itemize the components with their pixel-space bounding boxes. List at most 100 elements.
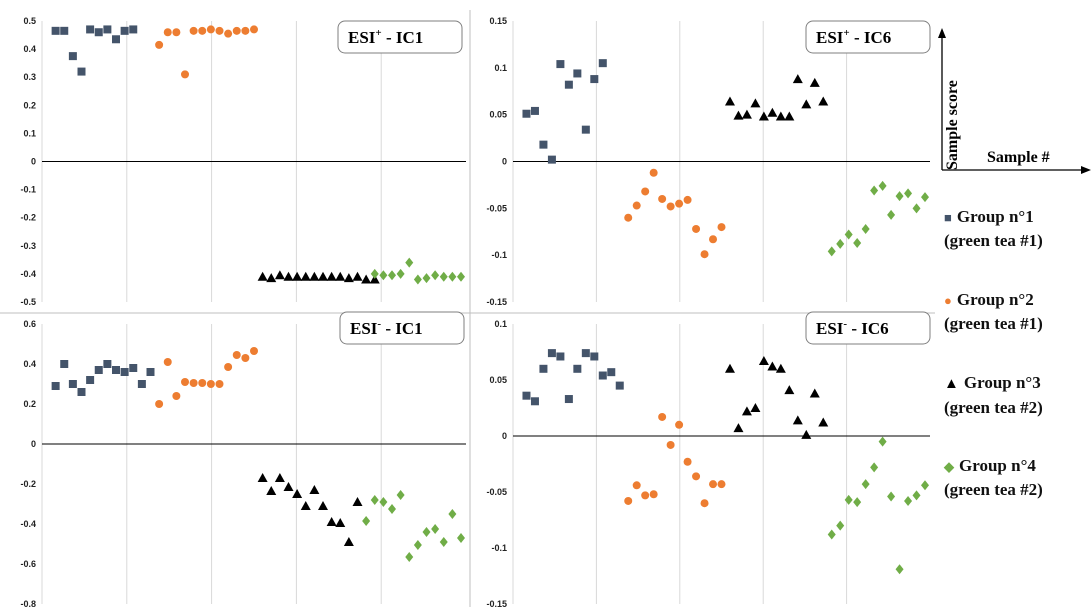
data-point-group3 [309,485,320,494]
data-point-group4 [904,495,913,506]
data-point-group1 [556,352,565,361]
y-tick-label: -0.1 [20,185,36,195]
data-point-group4 [878,436,887,447]
y-tick-label: -0.4 [20,269,36,279]
data-point-group4 [370,495,379,505]
data-point-group1 [615,381,624,390]
data-point-group4 [870,185,879,196]
data-point-group2 [649,490,658,499]
data-point-group3 [292,271,303,281]
data-point-group2 [250,347,258,355]
y-tick-label: 0.1 [494,319,507,329]
y-tick-label: -0.15 [486,297,507,307]
legend-item-group3: ▲ Group n°3 (green tea #2) [944,371,1043,419]
data-point-group4 [853,237,862,248]
data-point-group3 [724,363,735,373]
data-point-group3 [750,98,761,108]
panel-title: ESI+ - IC6 [805,20,931,54]
y-tick-label: -0.6 [20,559,36,569]
y-tick-label: -0.2 [20,479,36,489]
y-tick-label: 0.2 [23,100,36,110]
data-point-group3 [733,423,744,433]
data-point-group2 [632,201,641,210]
legend-label: Group n°1 [956,207,1034,226]
data-point-group2 [189,26,198,35]
data-point-group3 [809,77,820,87]
data-point-group2 [700,499,709,508]
data-point-group2 [666,202,675,211]
data-point-group2 [649,168,658,177]
data-point-group4 [912,490,921,501]
legend-label: Group n°3 [963,373,1041,392]
square-icon: ■ [944,210,952,225]
y-tick-label: -0.1 [491,250,507,260]
panel-title-text: ESI+ - IC1 [348,27,423,47]
y-tick-label: -0.05 [486,203,507,213]
data-point-group3 [292,489,303,498]
data-point-group3 [318,271,328,281]
data-point-group2 [232,26,241,35]
data-point-group1 [77,67,86,76]
data-point-group2 [624,213,633,222]
data-point-group2 [666,440,675,449]
data-point-group4 [413,274,422,285]
data-point-group1 [129,25,138,34]
data-point-group4 [457,271,465,282]
data-point-group2 [206,380,215,388]
data-point-group3 [775,363,786,373]
data-point-group1 [556,60,565,69]
data-point-group3 [792,415,803,425]
data-point-group3 [369,274,380,284]
axis-inset: Sample score Sample # [938,28,1091,174]
data-point-group2 [624,496,633,505]
legend-sublabel: (green tea #2) [944,398,1043,417]
data-point-group1 [522,109,531,118]
data-point-group1 [522,391,531,400]
y-tick-label: 0.05 [489,375,507,385]
y-tick-label: 0 [502,431,507,441]
data-point-group1 [547,155,556,164]
data-point-group1 [581,125,590,134]
data-point-group3 [326,271,337,281]
data-point-group3 [758,111,769,121]
y-tick-label: -0.3 [20,241,36,251]
chart-panel-2: 0.15 0.1 0.05 0 -0.05 -0.1 -0.15 ESI+ - IC6 [486,16,931,307]
data-point-group1 [530,106,539,115]
legend-item-group2: ● Group n°2 (green tea #1) [944,288,1043,335]
data-point-group3 [309,271,320,281]
data-point-group1 [137,380,146,388]
data-point-group2 [241,354,250,362]
data-point-group2 [163,28,172,37]
data-point-group2 [198,26,207,35]
legend-item-group4: ◆ Group n°4 (green tea #2) [944,454,1043,501]
title-box [805,311,931,345]
data-point-group1 [590,75,599,84]
data-point-group2 [215,26,224,35]
y-tick-label: -0.8 [20,599,36,607]
data-point-group3 [283,271,294,281]
data-point-group1 [120,26,129,35]
data-point-group4 [457,533,465,543]
data-point-group2 [224,363,233,371]
triangle-icon: ▲ [944,376,959,392]
y-tick-label: 0.1 [494,63,507,73]
y-tick-label: -0.2 [20,213,36,223]
data-point-group2 [658,412,667,421]
data-point-group4 [861,223,870,234]
panel-title-text: ESI+ - IC6 [816,27,891,47]
circle-icon: ● [944,293,952,308]
data-point-group1 [86,25,95,34]
data-point-group1 [51,26,60,35]
data-point-group3 [767,361,778,371]
chart-panel-4: 0.1 0.05 0 -0.05 -0.1 -0.15 ESI- - IC6 [486,311,931,607]
data-point-group3 [300,271,311,281]
data-point-group2 [641,187,650,196]
data-point-group4 [895,191,904,202]
data-point-group4 [904,188,913,199]
y-tick-label: 0.4 [23,359,36,369]
data-point-group3 [741,406,752,416]
data-point-group2 [181,70,189,79]
data-point-group1 [607,368,616,377]
data-point-group2 [224,29,233,38]
y-tick-label: 0 [31,157,36,167]
